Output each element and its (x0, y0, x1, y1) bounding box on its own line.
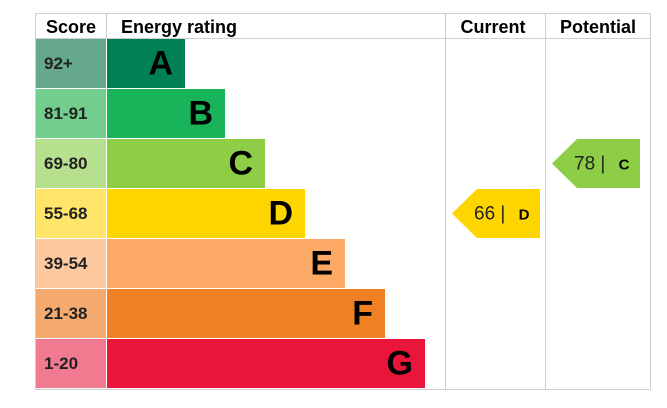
rating-letter-d: D (268, 194, 293, 232)
current-rating-band-letter: D (519, 206, 530, 223)
rating-bar-e (107, 239, 345, 288)
rating-letter-e: E (310, 244, 333, 282)
rating-bar-d (107, 189, 305, 238)
header-potential: Potential (560, 17, 636, 37)
score-range-c: 69-80 (44, 154, 87, 173)
score-cell-d (36, 189, 106, 238)
header-score: Score (46, 17, 96, 37)
rating-bar-g (107, 339, 425, 388)
header-current: Current (460, 17, 525, 37)
potential-rating-arrow (552, 139, 640, 188)
score-range-b: 81-91 (44, 104, 87, 123)
rating-bands: 92+ A 81-91 B 69-80 C 55-68 D 39-54 E 21-38 F 1-20 G (36, 39, 425, 388)
rating-letter-f: F (352, 294, 373, 332)
score-range-d: 55-68 (44, 204, 87, 223)
potential-rating-value: 78 | (574, 154, 605, 175)
score-range-f: 21-38 (44, 304, 87, 323)
current-rating-value: 66 | (474, 204, 505, 225)
score-cell-f (36, 289, 106, 338)
rating-markers: 66 | D 78 | C (452, 139, 640, 238)
score-range-e: 39-54 (44, 254, 88, 273)
rating-letter-c: C (228, 144, 253, 182)
score-cell-a (36, 39, 106, 88)
rating-bar-f (107, 289, 385, 338)
rating-bar-b (107, 89, 225, 138)
score-cell-b (36, 89, 106, 138)
score-range-a: 92+ (44, 54, 73, 73)
rating-bar-a (107, 39, 185, 88)
score-cell-e (36, 239, 106, 288)
header-energy-rating: Energy rating (121, 17, 237, 37)
score-cell-c (36, 139, 106, 188)
rating-letter-b: B (188, 94, 213, 132)
rating-letter-g: G (387, 344, 413, 382)
score-range-g: 1-20 (44, 354, 78, 373)
potential-rating-band-letter: C (619, 156, 630, 173)
rating-bar-c (107, 139, 265, 188)
table-border (35, 13, 651, 390)
current-rating-arrow (452, 189, 540, 238)
rating-letter-a: A (148, 44, 173, 82)
table-grid (35, 13, 651, 390)
score-cell-g (36, 339, 106, 388)
